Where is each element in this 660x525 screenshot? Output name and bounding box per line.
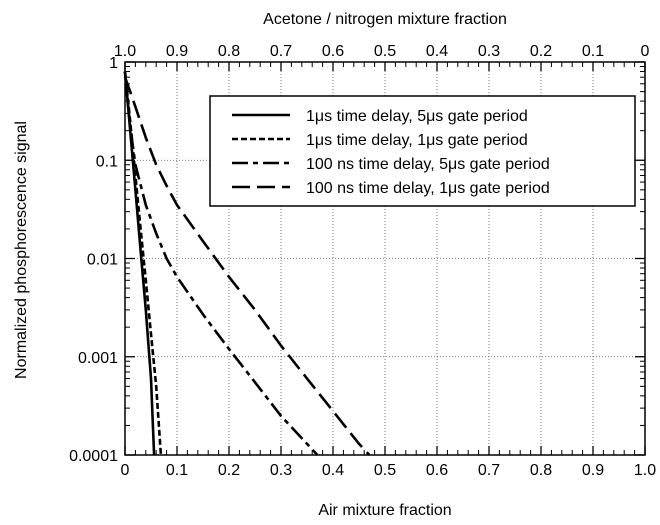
x2-tick-label: 0.1 xyxy=(582,43,604,60)
x2-tick-label: 0.4 xyxy=(426,43,448,60)
legend-label-3: 100 ns time delay, 5μs gate period xyxy=(306,156,550,173)
legend-label-2: 1μs time delay, 1μs gate period xyxy=(306,132,528,149)
top-axis-title: Acetone / nitrogen mixture fraction xyxy=(263,11,507,28)
x2-tick-label: 0.2 xyxy=(530,43,552,60)
x2-tick-label: 0.7 xyxy=(270,43,292,60)
x2-tick-label: 0.8 xyxy=(218,43,240,60)
y-tick-label: 0.001 xyxy=(78,350,118,367)
x2-tick-label: 0.5 xyxy=(374,43,396,60)
x-tick-label: 0.6 xyxy=(426,462,448,479)
legend-label-1: 1μs time delay, 5μs gate period xyxy=(306,108,528,125)
x-tick-label: 0.8 xyxy=(530,462,552,479)
x2-tick-label: 0.6 xyxy=(322,43,344,60)
x-tick-label: 0.9 xyxy=(582,462,604,479)
x-tick-label: 0.4 xyxy=(322,462,344,479)
x-tick-label: 1.0 xyxy=(634,462,656,479)
y-tick-label: 0.01 xyxy=(87,252,118,269)
x2-tick-label: 0 xyxy=(641,43,650,60)
legend-label-4: 100 ns time delay, 1μs gate period xyxy=(306,180,550,197)
x-tick-label: 0.3 xyxy=(270,462,292,479)
y-axis-title: Normalized phosphorescence signal xyxy=(13,121,30,379)
x-tick-label: 0.2 xyxy=(218,462,240,479)
x-axis-title: Air mixture fraction xyxy=(318,502,451,519)
legend: 1μs time delay, 5μs gate period 1μs time … xyxy=(210,96,635,206)
y-tick-label: 0.0001 xyxy=(69,448,118,465)
x-tick-label: 0 xyxy=(121,462,130,479)
x2-tick-label: 0.9 xyxy=(166,43,188,60)
x-tick-label: 0.1 xyxy=(166,462,188,479)
x-tick-label: 0.5 xyxy=(374,462,396,479)
x-tick-label: 0.7 xyxy=(478,462,500,479)
x2-tick-label: 0.3 xyxy=(478,43,500,60)
y-tick-label: 1 xyxy=(109,55,118,72)
y-tick-label: 0.1 xyxy=(96,153,118,170)
